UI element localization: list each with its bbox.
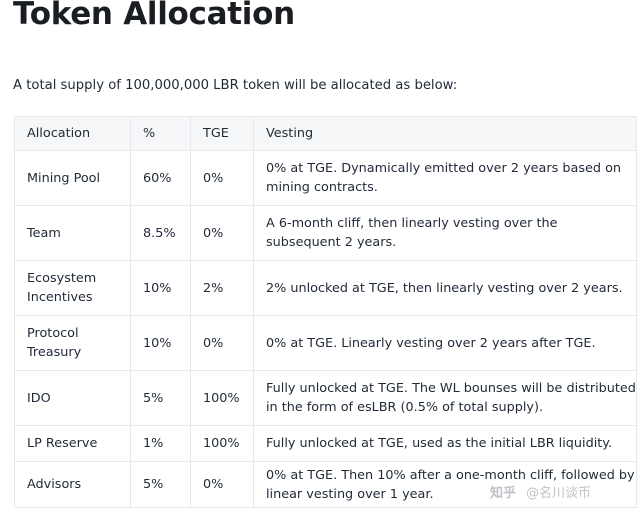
tge-cell: 100% <box>190 370 254 426</box>
percent-cell: 10% <box>130 260 191 316</box>
tge-cell: 0% <box>190 205 254 261</box>
column-header-allocation: Allocation <box>14 116 131 151</box>
vesting-cell: Fully unlocked at TGE, used as the initi… <box>253 425 637 462</box>
vesting-cell: Fully unlocked at TGE. The WL bounses wi… <box>253 370 637 426</box>
allocation-cell: Advisors <box>14 461 131 508</box>
table-row: Mining Pool 60% 0% 0% at TGE. Dynamicall… <box>14 150 637 206</box>
page-title: Token Allocation <box>13 0 295 32</box>
column-header-percent: % <box>130 116 191 151</box>
allocation-cell: Mining Pool <box>14 150 131 206</box>
allocation-cell: Protocol Treasury <box>14 315 131 371</box>
tge-cell: 0% <box>190 150 254 206</box>
tge-cell: 100% <box>190 425 254 462</box>
percent-cell: 8.5% <box>130 205 191 261</box>
table-row: LP Reserve 1% 100% Fully unlocked at TGE… <box>14 425 637 462</box>
vesting-cell: 2% unlocked at TGE, then linearly vestin… <box>253 260 637 316</box>
watermark-logo: 知乎 <box>490 486 517 501</box>
allocation-cell: IDO <box>14 370 131 426</box>
allocation-cell: Team <box>14 205 131 261</box>
vesting-cell: A 6-month cliff, then linearly vesting o… <box>253 205 637 261</box>
table-row: Protocol Treasury 10% 0% 0% at TGE. Line… <box>14 315 637 371</box>
percent-cell: 10% <box>130 315 191 371</box>
vesting-cell: 0% at TGE. Linearly vesting over 2 years… <box>253 315 637 371</box>
percent-cell: 5% <box>130 461 191 508</box>
table-row: Team 8.5% 0% A 6-month cliff, then linea… <box>14 205 637 261</box>
tge-cell: 0% <box>190 461 254 508</box>
percent-cell: 5% <box>130 370 191 426</box>
table-row: IDO 5% 100% Fully unlocked at TGE. The W… <box>14 370 637 426</box>
column-header-vesting: Vesting <box>253 116 637 151</box>
watermark-text: @名川谈币 <box>526 486 592 501</box>
allocation-table: Allocation % TGE Vesting Mining Pool 60%… <box>14 116 637 508</box>
column-header-tge: TGE <box>190 116 254 151</box>
allocation-cell: Ecosystem Incentives <box>14 260 131 316</box>
table-row: Advisors 5% 0% 0% at TGE. Then 10% after… <box>14 461 637 508</box>
vesting-cell: 0% at TGE. Then 10% after a one-month cl… <box>253 461 637 508</box>
allocation-cell: LP Reserve <box>14 425 131 462</box>
percent-cell: 1% <box>130 425 191 462</box>
table-row: Ecosystem Incentives 10% 2% 2% unlocked … <box>14 260 637 316</box>
vesting-cell: 0% at TGE. Dynamically emitted over 2 ye… <box>253 150 637 206</box>
percent-cell: 60% <box>130 150 191 206</box>
tge-cell: 2% <box>190 260 254 316</box>
watermark: 知乎 @名川谈币 <box>490 482 591 501</box>
tge-cell: 0% <box>190 315 254 371</box>
intro-text: A total supply of 100,000,000 LBR token … <box>13 78 458 93</box>
table-header-row: Allocation % TGE Vesting <box>14 116 637 151</box>
